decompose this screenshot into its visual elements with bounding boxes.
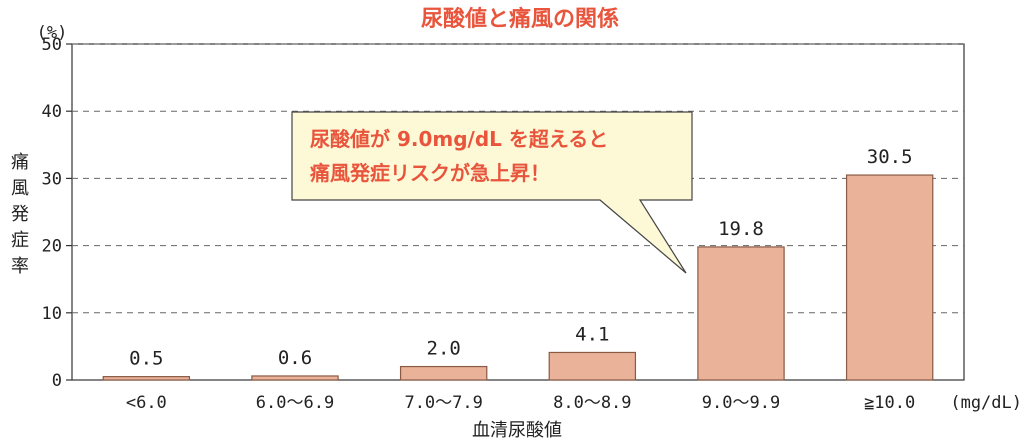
- category-label: <6.0: [126, 393, 167, 413]
- bars: [102, 174, 934, 381]
- y-axis-label-char: 症: [11, 230, 29, 251]
- data-label: 4.1: [575, 323, 609, 345]
- y-tick-label: 30: [42, 169, 62, 189]
- bar: [697, 246, 785, 381]
- y-tick-label: 10: [42, 304, 62, 324]
- y-axis-label-char: 発: [11, 204, 29, 225]
- y-tick-label: 0: [52, 371, 62, 391]
- y-axis-label-char: 風: [11, 178, 29, 199]
- category-labels: <6.0 6.0～6.9 7.0～7.9 8.0～8.9 9.0～9.9 ≧10.0: [126, 393, 915, 413]
- data-label: 0.5: [129, 348, 163, 370]
- x-axis-label: 血清尿酸値: [472, 420, 562, 441]
- callout-line-2: 痛風発症リスクが急上昇！: [310, 161, 550, 185]
- category-label: 8.0～8.9: [553, 393, 631, 413]
- bar: [845, 174, 934, 381]
- y-axis-unit: (%): [37, 23, 68, 43]
- y-tick-label: 40: [42, 102, 62, 122]
- bar: [102, 376, 191, 381]
- bar: [399, 365, 488, 381]
- data-label: 0.6: [278, 347, 312, 369]
- y-axis-ticks: 0 10 20 30 40 50: [42, 35, 72, 391]
- data-label: 2.0: [427, 338, 461, 360]
- category-label: 6.0～6.9: [256, 393, 334, 413]
- plot-frame: [71, 43, 965, 381]
- bar: [548, 351, 637, 381]
- value-labels: 0.5 0.6 2.0 4.1 19.8 30.5: [129, 146, 912, 370]
- category-label: ≧10.0: [864, 393, 915, 413]
- category-label: 7.0～7.9: [404, 393, 482, 413]
- annotation-callout: 尿酸値が 9.0mg/dL を超えると 痛風発症リスクが急上昇！: [291, 111, 693, 274]
- chart-title: 尿酸値と痛風の関係: [421, 6, 619, 32]
- category-label: 9.0～9.9: [702, 393, 780, 413]
- data-label: 30.5: [867, 146, 913, 168]
- bar: [251, 375, 339, 381]
- y-tick-label: 50: [42, 35, 62, 55]
- y-tick-label: 20: [42, 237, 62, 257]
- callout-line-1: 尿酸値が 9.0mg/dL を超えると: [310, 127, 608, 151]
- data-label: 19.8: [718, 218, 764, 240]
- y-axis-label-char: 痛: [11, 152, 29, 173]
- callout-box: [291, 111, 693, 274]
- x-axis-unit: (mg/dL): [950, 393, 1022, 413]
- y-axis-label-char: 率: [11, 256, 29, 277]
